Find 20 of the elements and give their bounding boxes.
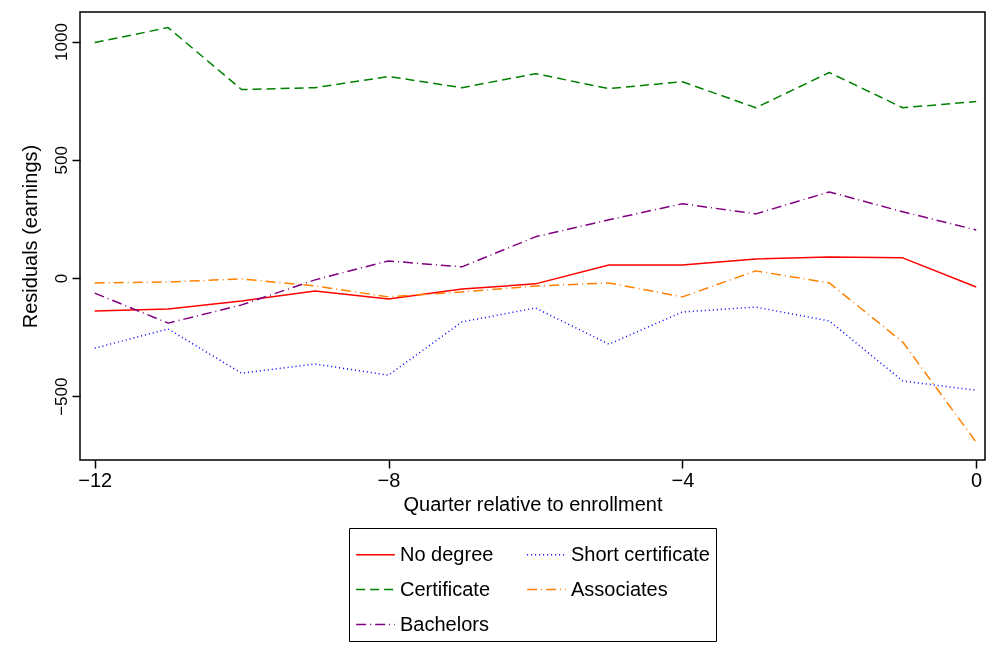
legend-label: Associates (571, 577, 668, 600)
y-tick-label: 0 (51, 273, 71, 284)
y-tick-label: 1000 (51, 23, 71, 61)
legend-label: Certificate (400, 577, 491, 600)
legend-label: No degree (400, 542, 494, 565)
y-axis-title: Residuals (earnings) (18, 144, 41, 329)
legend-label: Short certificate (571, 542, 710, 565)
line-series (93, 191, 977, 324)
line-series (93, 256, 977, 312)
legend-label: Bachelors (400, 612, 489, 635)
x-axis-title: Quarter relative to enrollment (403, 492, 663, 515)
x-tick-label: −4 (671, 468, 695, 491)
x-tick-label: −8 (377, 468, 401, 491)
line-series (93, 270, 977, 444)
y-tick-label: −500 (51, 377, 71, 416)
x-tick-label: 0 (971, 468, 983, 491)
line-series (93, 306, 977, 392)
line-series (93, 26, 977, 109)
x-tick-label: −12 (78, 468, 113, 491)
y-tick-label: 500 (51, 146, 71, 175)
